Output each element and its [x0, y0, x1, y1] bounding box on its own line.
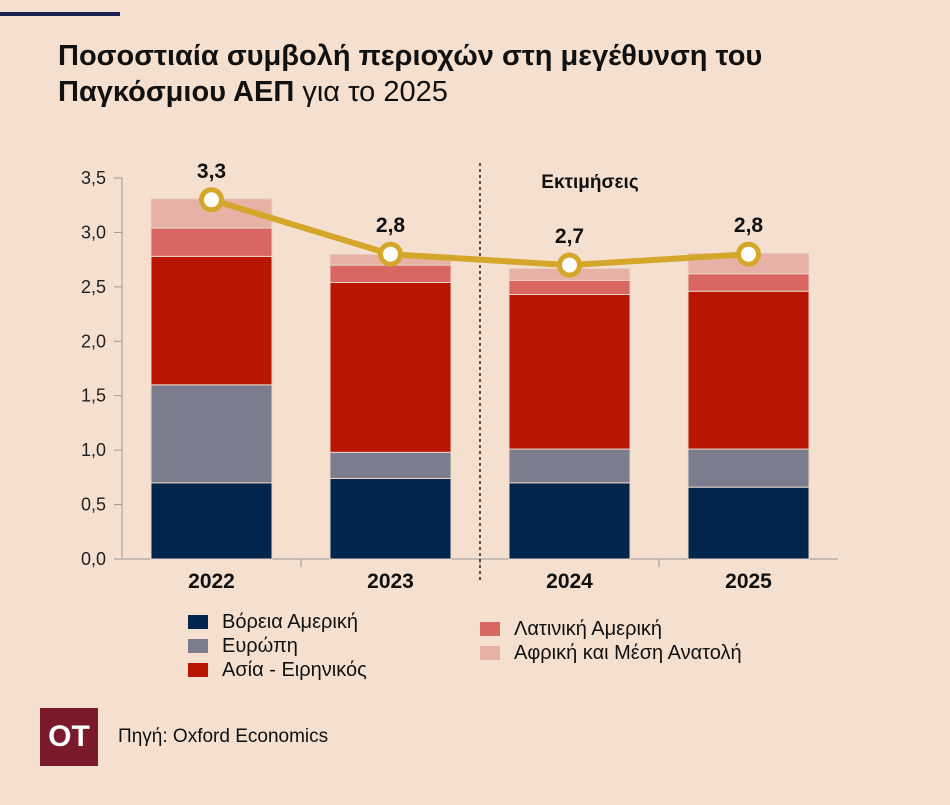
- total-growth-point: [378, 241, 403, 267]
- y-tick-label: 1,0: [81, 440, 106, 460]
- legend-swatch: [480, 622, 500, 636]
- total-growth-label: 2,8: [734, 214, 764, 237]
- x-tick-label: 2023: [367, 570, 414, 593]
- legend-swatch: [480, 646, 500, 660]
- legend-label: Αφρική και Μέση Ανατολή: [514, 642, 742, 664]
- legend-label: Λατινική Αμερική: [514, 618, 663, 640]
- total-growth-label: 2,7: [555, 225, 584, 248]
- chart-title-suffix: για το 2025: [294, 76, 448, 108]
- bar-segment: [329, 451, 452, 479]
- bar-segment: [508, 279, 631, 295]
- bar-segment: [329, 264, 452, 284]
- total-growth-point: [736, 241, 761, 267]
- legend-swatch: [188, 615, 208, 629]
- bar-segment: [508, 482, 631, 560]
- bar-segment: [150, 384, 273, 484]
- chart-title: Ποσοστιαία συμβολή περιοχών στη μεγέθυνσ…: [58, 38, 918, 110]
- total-growth-point: [199, 187, 224, 213]
- total-growth-line: [210, 196, 749, 269]
- top-accent-rule: [0, 12, 120, 16]
- bar-segment: [687, 290, 810, 450]
- bar-segment: [687, 273, 810, 292]
- legend-swatch: [188, 639, 208, 653]
- bar-segment: [687, 448, 810, 488]
- y-tick-label: 1,5: [81, 386, 106, 406]
- bar-segment: [687, 486, 810, 560]
- bar-segment: [508, 448, 631, 484]
- legend-swatch: [188, 663, 208, 677]
- bar-segment: [329, 477, 452, 560]
- y-tick-label: 3,5: [81, 168, 106, 188]
- y-tick-label: 0,0: [81, 549, 106, 569]
- total-growth-point: [557, 252, 582, 278]
- chart-title-main: Ποσοστιαία συμβολή περιοχών στη μεγέθυνσ…: [58, 40, 763, 108]
- x-tick-label: 2024: [546, 570, 593, 593]
- y-tick-label: 3,0: [81, 222, 106, 242]
- bar-segment: [150, 482, 273, 560]
- total-growth-label: 3,3: [197, 160, 226, 183]
- legend-label: Ευρώπη: [222, 635, 298, 657]
- ot-logo: OT: [40, 708, 98, 766]
- y-tick-label: 2,5: [81, 277, 106, 297]
- estimates-annotation: Εκτιμήσεις: [541, 172, 639, 193]
- bar-segment: [329, 282, 452, 453]
- x-tick-label: 2022: [188, 570, 235, 593]
- total-growth-label: 2,8: [376, 214, 406, 237]
- y-tick-label: 0,5: [81, 495, 106, 515]
- y-tick-label: 2,0: [81, 331, 106, 351]
- x-tick-label: 2025: [725, 570, 772, 593]
- bar-segment: [508, 293, 631, 450]
- bar-segment: [150, 255, 273, 386]
- legend-label: Ασία - Ειρηνικός: [222, 659, 367, 681]
- legend-label: Βόρεια Αμερική: [222, 611, 358, 633]
- source-note: Πηγή: Oxford Economics: [118, 726, 329, 747]
- bar-segment: [150, 227, 273, 257]
